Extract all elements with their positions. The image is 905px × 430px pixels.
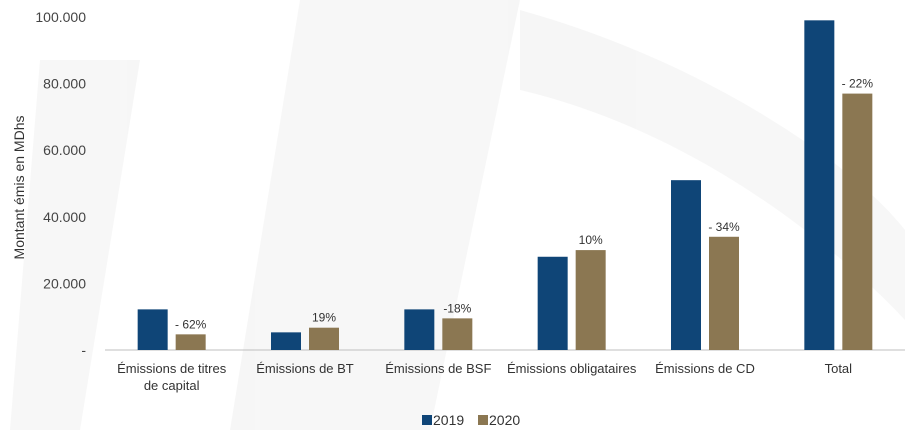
bar-2019-5 <box>804 20 835 351</box>
x-axis: Émissions de titres de capital Émissions d… <box>105 349 905 393</box>
y-tick-label: 40.000 <box>43 209 86 225</box>
category-label: Émissions obligataires <box>507 361 637 376</box>
bar-annotations: - 62% 19% -18% 10% - 34% - 22% <box>175 77 873 332</box>
legend-label: 2019 <box>433 412 464 428</box>
bar-2020-0 <box>175 334 206 350</box>
bar-2019-0 <box>137 309 168 350</box>
bar-2020-5 <box>842 93 873 350</box>
category-label: Émissions de CD <box>655 361 755 376</box>
y-tick-label: 20.000 <box>43 275 86 291</box>
change-label: - 34% <box>708 220 740 234</box>
bar-2020-3 <box>575 250 606 350</box>
category-label: de capital <box>144 378 200 393</box>
y-axis: - 20.000 40.000 60.000 80.000 100.000 Montant … <box>11 9 86 358</box>
category-label: Émissions de BT <box>256 361 354 376</box>
legend-label: 2020 <box>489 412 520 428</box>
bar-2020-2 <box>442 318 473 350</box>
y-tick-label: 80.000 <box>43 76 86 92</box>
change-label: 10% <box>579 233 603 247</box>
change-label: -18% <box>443 301 471 315</box>
bars <box>137 20 873 351</box>
bar-2019-3 <box>537 256 568 350</box>
bar-2020-1 <box>309 327 339 350</box>
legend-swatch-2019 <box>422 415 432 425</box>
category-label: Total <box>825 361 853 376</box>
y-tick-label: 100.000 <box>35 9 86 25</box>
bar-2020-4 <box>709 236 739 350</box>
change-label: - 62% <box>175 317 207 331</box>
change-label: 19% <box>312 311 336 325</box>
category-label: Émissions de BSF <box>385 361 491 376</box>
bar-2019-4 <box>671 180 701 350</box>
legend: 2019 2020 <box>422 412 520 428</box>
change-label: - 22% <box>842 77 874 91</box>
category-label: Émissions de titres <box>117 361 227 376</box>
y-tick-label: 60.000 <box>43 142 86 158</box>
bar-2019-2 <box>404 309 435 350</box>
y-axis-label: Montant émis en MDhs <box>11 116 27 260</box>
bar-2019-1 <box>271 332 301 350</box>
y-tick-label: - <box>81 342 86 358</box>
legend-swatch-2020 <box>478 415 488 425</box>
